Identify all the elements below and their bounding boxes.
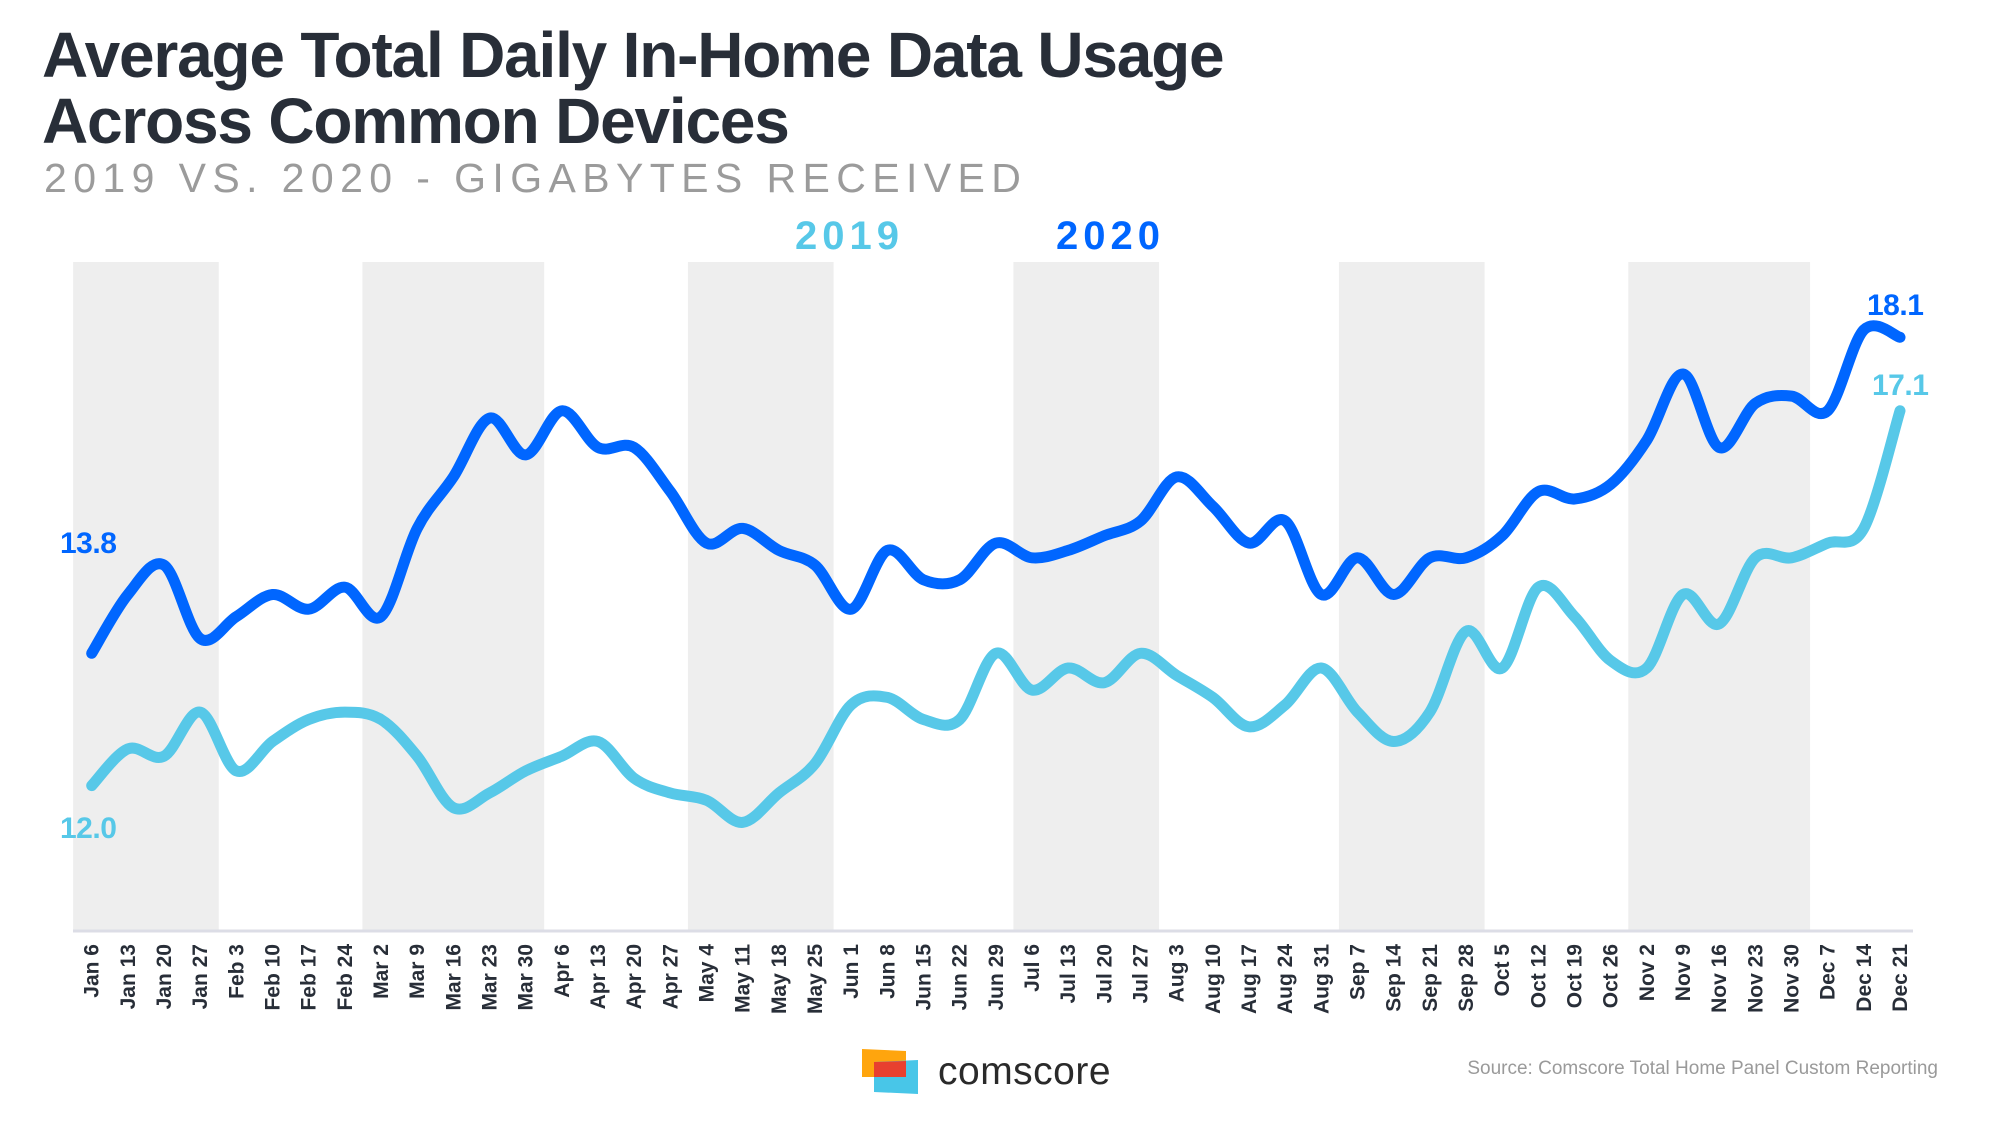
- x-tick-label: Jan 13: [117, 944, 140, 1009]
- x-tick-label: Apr 13: [587, 944, 610, 1009]
- x-tick-label: Jan 27: [189, 944, 212, 1009]
- chart-title: Average Total Daily In-Home Data Usage A…: [42, 19, 1225, 157]
- x-tick-label: Mar 2: [370, 944, 393, 999]
- x-tick-label: Jun 22: [949, 944, 972, 1011]
- x-tick-label: Sep 7: [1347, 944, 1370, 1000]
- x-tick-label: Oct 12: [1527, 944, 1550, 1008]
- x-tick-label: Feb 17: [298, 944, 321, 1011]
- x-tick-label: Aug 10: [1202, 944, 1225, 1014]
- month-band-jul: [1013, 262, 1160, 931]
- x-tick-label: Feb 24: [334, 944, 357, 1011]
- x-tick-label: Mar 9: [406, 944, 429, 999]
- month-band-may: [687, 262, 834, 931]
- x-tick-label: May 4: [696, 944, 719, 1003]
- x-tick-label: May 25: [804, 944, 827, 1014]
- comscore-logo: comscore: [860, 1046, 1160, 1096]
- month-band-nov: [1628, 262, 1811, 931]
- x-tick-label: Jan 6: [81, 944, 104, 998]
- start-value-label-2020: 13.8: [60, 527, 116, 560]
- series-lines: [86, 320, 1906, 828]
- chart-title-line-2: Across Common Devices: [42, 85, 790, 157]
- x-tick-label: Oct 5: [1491, 944, 1514, 997]
- x-tick-label: Nov 2: [1636, 944, 1659, 1001]
- x-tick-label: Jul 20: [1093, 944, 1116, 1004]
- x-tick-label: Feb 3: [225, 944, 248, 999]
- x-tick-label: Dec 21: [1889, 944, 1912, 1012]
- x-axis-tick-labels: Jan 6 Jan 13 Jan 20 Jan 27 Feb 3 Feb 10 Feb 17…: [81, 944, 1912, 1014]
- x-tick-label: Nov 23: [1744, 944, 1767, 1013]
- chart-title-line-1: Average Total Daily In-Home Data Usage: [42, 19, 1225, 91]
- x-tick-label: Dec 7: [1817, 944, 1840, 1000]
- x-tick-label: May 11: [732, 944, 755, 1013]
- legend-2019: 2019: [795, 214, 904, 258]
- start-value-label-2019: 12.0: [60, 812, 116, 845]
- comscore-logo-icon: [862, 1049, 918, 1094]
- x-tick-label: Aug 24: [1274, 944, 1297, 1014]
- x-tick-label: Jul 13: [1057, 944, 1080, 1004]
- x-tick-label: Mar 16: [442, 944, 465, 1011]
- series-line-2019: [86, 405, 1906, 828]
- x-tick-label: May 18: [768, 944, 791, 1014]
- month-bands: [73, 262, 1811, 931]
- x-tick-label: Jun 29: [985, 944, 1008, 1011]
- x-tick-label: Oct 26: [1600, 944, 1623, 1008]
- month-band-jan: [73, 262, 219, 931]
- month-band-sep: [1338, 262, 1485, 931]
- x-tick-label: Nov 30: [1781, 944, 1804, 1013]
- legend-2020: 2020: [1056, 214, 1165, 258]
- x-tick-label: Jan 20: [153, 944, 176, 1009]
- end-value-label-2020: 18.1: [1867, 289, 1923, 322]
- chart-subtitle: 2019 VS. 2020 - GIGABYTES RECEIVED: [44, 155, 1028, 201]
- x-tick-label: Jul 27: [1130, 944, 1153, 1004]
- end-value-label-2019: 17.1: [1872, 369, 1928, 402]
- x-tick-label: Sep 14: [1383, 944, 1406, 1012]
- x-tick-label: Oct 19: [1564, 944, 1587, 1008]
- x-tick-label: Dec 14: [1853, 944, 1876, 1012]
- x-tick-label: Jun 1: [840, 944, 863, 999]
- x-tick-label: Nov 9: [1672, 944, 1695, 1001]
- comscore-wordmark: comscore: [938, 1050, 1112, 1093]
- x-tick-label: Apr 27: [659, 944, 682, 1009]
- x-tick-label: Apr 20: [623, 944, 646, 1009]
- x-tick-label: Nov 16: [1708, 944, 1731, 1013]
- x-tick-label: Aug 3: [1166, 944, 1189, 1002]
- series-value-labels: 12.0 17.1 13.8 18.1: [60, 289, 1929, 845]
- x-tick-label: Sep 21: [1419, 944, 1442, 1012]
- x-tick-label: Mar 30: [515, 944, 538, 1011]
- x-tick-label: Aug 17: [1238, 944, 1261, 1014]
- x-tick-label: Sep 28: [1455, 944, 1478, 1012]
- x-tick-label: Jun 15: [913, 944, 936, 1011]
- x-tick-label: Jun 8: [876, 944, 899, 999]
- source-note: Source: Comscore Total Home Panel Custom…: [1467, 1058, 1938, 1079]
- x-tick-label: Feb 10: [262, 944, 285, 1011]
- series-line-2020: [86, 320, 1906, 659]
- x-tick-label: Mar 23: [479, 944, 502, 1011]
- x-tick-label: Jul 6: [1021, 944, 1044, 992]
- x-tick-label: Aug 31: [1310, 944, 1333, 1014]
- x-tick-label: Apr 6: [551, 944, 574, 998]
